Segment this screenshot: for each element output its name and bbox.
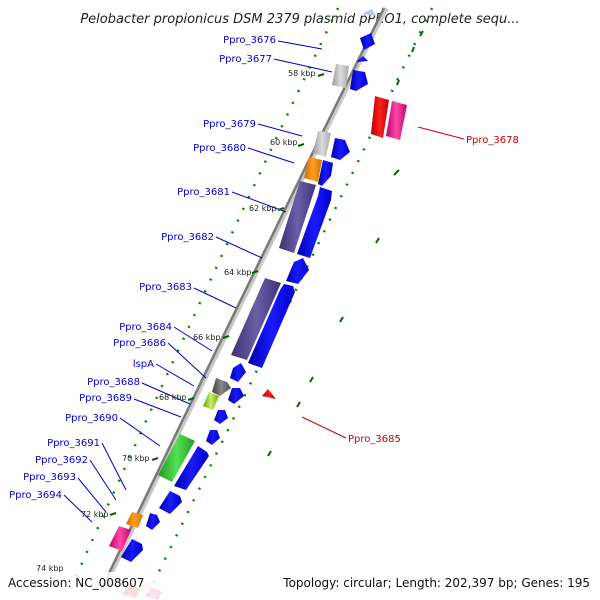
label-ppro-3691[interactable]: Ppro_3691: [47, 438, 100, 449]
gene-ppro-3681[interactable]: [279, 181, 316, 253]
gene-top-light: [362, 9, 376, 16]
gene-ppro-3680[interactable]: [304, 157, 322, 182]
gene-3679-blue[interactable]: [331, 138, 350, 160]
label-ppro-3688[interactable]: Ppro_3688: [87, 377, 140, 388]
label-ppro-3681[interactable]: Ppro_3681: [177, 187, 230, 198]
tick-62kbp: 62 kbp: [249, 204, 277, 213]
tick-68kbp: 68 kbp: [159, 393, 187, 402]
gene-3694-blue[interactable]: [121, 539, 143, 562]
gene-ppro-3678[interactable]: [371, 96, 389, 138]
tick-labels: 58 kbp 60 kbp 62 kbp 64 kbp 66 kbp 68 kb…: [36, 69, 316, 573]
label-ppro-3682[interactable]: Ppro_3682: [161, 232, 214, 243]
footer-backdrop: [0, 572, 600, 600]
gene-ppro-3677[interactable]: [332, 64, 349, 88]
label-ppro-3689[interactable]: Ppro_3689: [79, 393, 132, 404]
skew-track: [267, 30, 424, 457]
gene-ppro-3682[interactable]: [286, 258, 309, 284]
label-ppro-3686[interactable]: Ppro_3686: [113, 338, 166, 349]
tick-74kbp: 74 kbp: [36, 564, 64, 573]
gene-3683-blue[interactable]: [248, 284, 295, 368]
gc-track-inner: [68, 7, 340, 591]
forward-genes: [109, 9, 376, 562]
gene-ppro-3693[interactable]: [126, 512, 143, 528]
gene-3677-blue[interactable]: [350, 70, 368, 91]
label-ppro-3684[interactable]: Ppro_3684: [119, 322, 172, 333]
label-ppro-3690[interactable]: Ppro_3690: [65, 413, 118, 424]
label-ppro-3693[interactable]: Ppro_3693: [23, 472, 76, 483]
gene-ppro-3688[interactable]: [228, 388, 244, 404]
gene-ppro-3686[interactable]: [212, 378, 231, 396]
gene-ppro-3690-blue[interactable]: [206, 430, 220, 445]
gene-3681-blue[interactable]: [297, 187, 332, 258]
tick-72kbp: 72 kbp: [81, 510, 109, 519]
gene-ppro-3689[interactable]: [214, 410, 228, 424]
gene-ppro-3691[interactable]: [159, 491, 182, 514]
tick-60kbp: 60 kbp: [270, 138, 298, 147]
gene-ppro-3692[interactable]: [146, 513, 160, 530]
tick-66kbp: 66 kbp: [193, 333, 221, 342]
tick-marks: [109, 73, 325, 516]
backbone-shadow: [100, 6, 389, 592]
label-ppro-3676[interactable]: Ppro_3676: [223, 35, 276, 46]
gene-ppro-3678b[interactable]: [386, 101, 407, 140]
tick-58kbp: 58 kbp: [288, 69, 316, 78]
map-title: Pelobacter propionicus DSM 2379 plasmid …: [80, 12, 519, 27]
right-gene-labels: Ppro_3678 Ppro_3685: [348, 135, 519, 445]
gene-3680-blue[interactable]: [318, 160, 333, 186]
label-ppro-3677[interactable]: Ppro_3677: [219, 54, 272, 65]
gene-ppro-3679[interactable]: [313, 131, 331, 157]
tick-70kbp: 70 kbp: [122, 454, 150, 463]
gene-lspa-blue[interactable]: [230, 363, 246, 382]
gene-ppro-3690[interactable]: [158, 434, 195, 482]
label-ppro-3694[interactable]: Ppro_3694: [9, 490, 62, 501]
gene-ppro-3694[interactable]: [109, 526, 131, 551]
gene-ppro-3676[interactable]: [360, 33, 375, 50]
label-lspa[interactable]: lspA: [133, 359, 154, 370]
label-ppro-3680[interactable]: Ppro_3680: [193, 143, 246, 154]
topology-summary: Topology: circular; Length: 202,397 bp; …: [282, 576, 590, 590]
label-ppro-3679[interactable]: Ppro_3679: [203, 119, 256, 130]
backbone-circle: [99, 7, 386, 591]
gene-small-top[interactable]: [356, 56, 368, 62]
tick-64kbp: 64 kbp: [224, 268, 252, 277]
label-ppro-3685[interactable]: Ppro_3685: [348, 434, 401, 445]
label-ppro-3692[interactable]: Ppro_3692: [35, 455, 88, 466]
gene-ppro-3685[interactable]: [262, 389, 276, 399]
gene-ppro-3683[interactable]: [231, 278, 281, 360]
accession-text: Accession: NC_008607: [8, 576, 144, 590]
leader-lines-right: [301, 126, 465, 439]
label-ppro-3678[interactable]: Ppro_3678: [466, 135, 519, 146]
left-gene-labels: Ppro_3676 Ppro_3677 Ppro_3679 Ppro_3680 …: [9, 35, 276, 501]
gene-lspa[interactable]: [203, 392, 219, 410]
gene-3690-blue2[interactable]: [174, 446, 209, 490]
leader-lines-left: [63, 40, 333, 523]
label-ppro-3683[interactable]: Ppro_3683: [139, 282, 192, 293]
